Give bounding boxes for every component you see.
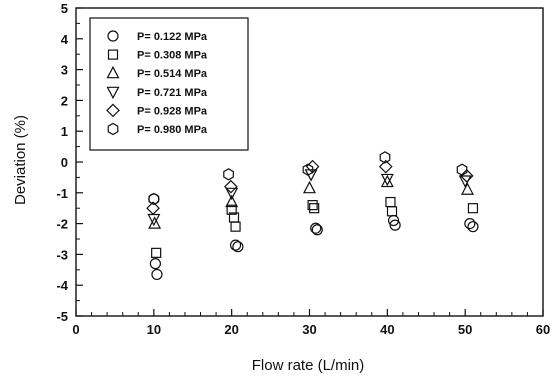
y-tick-label: -5 <box>56 309 68 324</box>
data-point-triangle-down <box>147 213 161 227</box>
legend-symbol-circle <box>107 30 119 42</box>
data-point-square <box>467 203 479 214</box>
data-point-square <box>385 196 396 208</box>
data-point-hexagon <box>302 163 314 176</box>
data-point-triangle-up <box>303 180 316 194</box>
data-point-triangle-up <box>225 194 239 208</box>
data-point-circle <box>467 221 479 233</box>
x-tick-label: 0 <box>72 322 79 337</box>
x-tick-label: 10 <box>147 322 161 337</box>
legend-symbol-triangle-up <box>106 65 120 79</box>
data-point-diamond <box>224 179 238 194</box>
legend-label: P= 0.928 MPa <box>137 105 208 117</box>
legend-label: P= 0.308 MPa <box>137 50 208 62</box>
data-point-circle <box>151 268 163 281</box>
data-point-hexagon <box>223 168 234 181</box>
series-triangle-up <box>148 174 474 229</box>
data-point-square <box>307 200 318 211</box>
legend-entry: P= 0.721 MPa <box>106 86 208 100</box>
legend-entry: P= 0.122 MPa <box>107 30 208 43</box>
series-hexagon <box>148 151 468 206</box>
data-point-hexagon <box>148 192 160 206</box>
data-point-circle <box>389 219 401 231</box>
data-point-circle <box>311 224 323 236</box>
legend-label: P= 0.514 MPa <box>137 68 208 80</box>
data-point-circle <box>310 222 322 234</box>
y-tick-label: 0 <box>61 155 68 170</box>
data-point-triangle-up <box>380 174 394 188</box>
data-point-diamond <box>378 159 393 174</box>
series-triangle-down <box>147 169 472 227</box>
data-point-circle <box>149 258 161 270</box>
data-point-triangle-down <box>380 173 394 187</box>
series-circle <box>148 193 479 281</box>
legend-entry: P= 0.980 MPa <box>107 122 208 136</box>
y-tick-label: -4 <box>56 278 68 293</box>
legend-symbol-hexagon <box>107 122 119 136</box>
series-square <box>151 196 479 258</box>
y-tick-label: -1 <box>56 186 68 201</box>
legend-symbol-square <box>107 49 119 60</box>
y-axis-label: Deviation (%) <box>12 115 29 205</box>
legend-entry: P= 0.514 MPa <box>106 65 208 80</box>
data-point-circle <box>464 218 476 230</box>
y-tick-label: 1 <box>61 124 68 139</box>
y-tick-label: 5 <box>61 1 68 16</box>
data-point-triangle-up <box>461 182 474 195</box>
data-point-circle <box>229 239 242 251</box>
legend-entry: P= 0.928 MPa <box>106 103 208 118</box>
legend-symbol-diamond <box>106 103 120 118</box>
x-tick-label: 40 <box>380 322 394 337</box>
data-point-square <box>151 247 162 258</box>
y-tick-label: -3 <box>56 247 68 262</box>
data-point-triangle-down <box>458 175 472 188</box>
x-tick-label: 20 <box>224 322 238 337</box>
x-axis-label: Flow rate (L/min) <box>252 357 365 374</box>
legend-label: P= 0.122 MPa <box>137 31 208 43</box>
y-tick-label: -2 <box>56 217 68 232</box>
legend-entry: P= 0.308 MPa <box>107 49 208 62</box>
data-point-circle <box>232 241 244 253</box>
y-tick-label: 4 <box>61 32 69 47</box>
y-tick-label: 2 <box>61 93 68 108</box>
legend-label: P= 0.980 MPa <box>137 124 208 136</box>
x-tick-label: 50 <box>458 322 472 337</box>
x-tick-label: 60 <box>536 322 550 337</box>
data-point-diamond <box>459 169 474 183</box>
data-point-square <box>386 206 398 217</box>
legend-label: P= 0.721 MPa <box>137 87 208 99</box>
data-point-hexagon <box>456 163 468 176</box>
data-point-square <box>309 203 320 214</box>
legend-symbol-triangle-down <box>106 86 120 100</box>
data-point-triangle-up <box>148 216 162 229</box>
data-point-square <box>230 221 241 232</box>
data-point-square <box>226 204 237 215</box>
y-tick-label: 3 <box>61 63 68 78</box>
data-point-diamond <box>146 201 160 216</box>
x-tick-label: 30 <box>302 322 316 337</box>
data-point-hexagon <box>379 151 391 164</box>
data-point-triangle-down <box>225 187 239 201</box>
